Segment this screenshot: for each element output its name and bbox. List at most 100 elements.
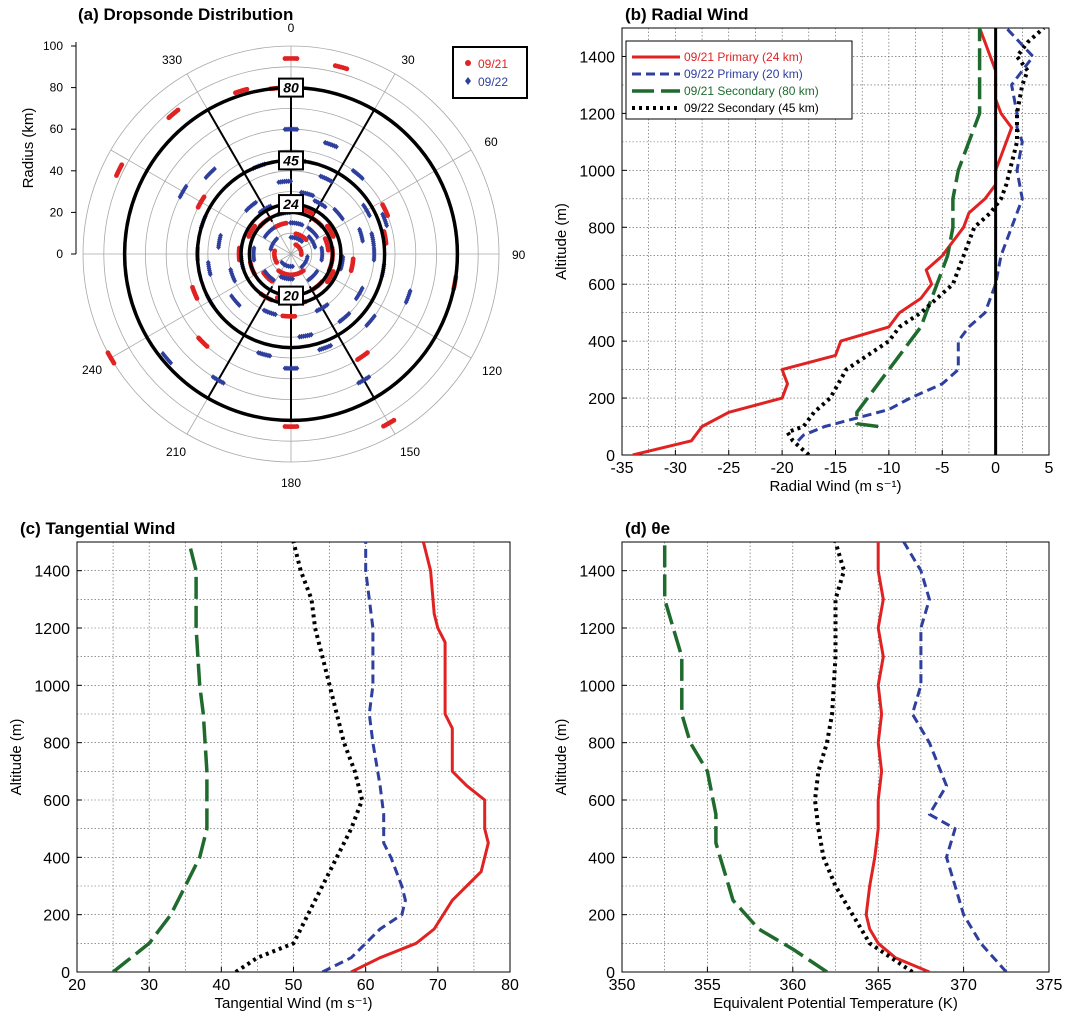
angle-tick-240: 240	[82, 363, 102, 377]
dropsonde-point-0922	[353, 170, 359, 176]
y-axis-label: Altitude (m)	[8, 719, 25, 796]
dropsonde-point-0921	[105, 350, 111, 356]
dropsonde-point-0922	[313, 270, 319, 276]
y-tick-label: 200	[588, 908, 615, 925]
dropsonde-point-0922	[294, 235, 300, 242]
x-tick-label: 30	[140, 977, 158, 994]
dropsonde-point-0922	[228, 266, 233, 273]
dropsonde-point-0922	[306, 277, 311, 283]
dropsonde-point-0921	[252, 223, 258, 229]
dropsonde-point-0921	[244, 86, 250, 92]
x-tick-label: 70	[429, 977, 447, 994]
series-line-dashdot	[855, 28, 982, 429]
dropsonde-point-0922	[206, 171, 212, 178]
x-tick-label: 365	[865, 977, 892, 994]
dropsonde-point-0922	[364, 322, 370, 329]
legend-label: 09/22 Primary (20 km)	[684, 67, 803, 81]
y-tick-label: 400	[588, 334, 615, 351]
series-line-solid	[350, 542, 490, 972]
dropsonde-point-0922	[322, 204, 328, 210]
dropsonde-point-0922	[303, 257, 309, 264]
dropsonde-point-0922	[180, 188, 186, 195]
radius-tick-label: 0	[56, 247, 63, 261]
dropsonde-point-0922	[203, 174, 209, 181]
dropsonde-point-0921	[303, 237, 309, 243]
dropsonde-point-0922	[279, 259, 285, 266]
dropsonde-point-0922	[319, 305, 325, 311]
dropsonde-point-0922	[308, 192, 314, 198]
sector-boundary-line	[206, 109, 274, 223]
dropsonde-point-0922	[356, 380, 361, 386]
dropsonde-point-0922	[251, 245, 257, 251]
panel-d: 350 355 360 365 370 375 0 200 400 600 800 1000 1200 1…	[553, 519, 1062, 1012]
y-tick-label: 800	[43, 736, 70, 753]
dropsonde-point-0922	[359, 285, 365, 292]
y-tick-label: 1200	[579, 621, 615, 638]
dropsonde-point-0922	[204, 173, 210, 179]
dropsonde-point-0921	[294, 56, 300, 61]
x-tick-label: 350	[609, 977, 636, 994]
dropsonde-point-0921	[325, 247, 331, 253]
dropsonde-point-0922	[296, 236, 301, 242]
dropsonde-point-0922	[299, 222, 305, 228]
series-line-dashed	[902, 542, 1008, 972]
y-tick-label: 1400	[34, 564, 70, 581]
dropsonde-point-0922	[262, 206, 268, 212]
dropsonde-point-0922	[177, 194, 183, 200]
legend-label-0921: 09/21	[478, 57, 508, 71]
dropsonde-point-0922	[403, 299, 409, 306]
dropsonde-point-0922	[355, 171, 361, 178]
dropsonde-point-0921	[201, 194, 207, 200]
dropsonde-point-0922	[236, 302, 242, 309]
y-tick-label: 600	[588, 793, 615, 810]
dropsonde-point-0922	[358, 174, 364, 180]
dropsonde-point-0922	[340, 215, 345, 222]
dropsonde-point-0922	[327, 177, 333, 184]
y-tick-label: 800	[588, 736, 615, 753]
panel-d-series	[662, 542, 1008, 972]
panel-b-title: (b) Radial Wind	[625, 5, 749, 24]
dropsonde-point-0922	[178, 192, 184, 198]
dropsonde-point-0922	[297, 333, 302, 340]
polar-grid-spoke	[290, 149, 472, 255]
dropsonde-point-0922	[294, 126, 300, 133]
dropsonde-point-0922	[278, 274, 284, 280]
dropsonde-point-0922	[210, 374, 216, 380]
y-axis-label: Altitude (m)	[553, 719, 570, 796]
dropsonde-point-0922	[244, 207, 249, 214]
dropsonde-point-0921	[282, 424, 288, 429]
dropsonde-point-0922	[282, 365, 288, 372]
dropsonde-point-0922	[297, 237, 303, 243]
legend-a: 09/21 09/22	[452, 46, 528, 99]
radius-label-box	[278, 285, 304, 306]
radius-label-24: 24	[282, 196, 299, 212]
dropsonde-point-0922	[271, 225, 276, 231]
x-tick-label: 360	[779, 977, 806, 994]
legend-b-box	[625, 40, 853, 120]
dropsonde-point-0922	[253, 199, 259, 206]
legend-a-box	[452, 46, 528, 99]
dropsonde-point-0922	[255, 349, 261, 356]
dropsonde-point-0922	[319, 257, 325, 263]
dropsonde-point-0922	[337, 318, 343, 325]
dropsonde-point-0922	[212, 166, 217, 172]
radius-tick-label: 60	[50, 122, 64, 136]
dropsonde-point-0922	[309, 237, 314, 243]
dropsonde-point-0922	[312, 244, 318, 250]
legend-label-0922: 09/22	[478, 75, 508, 89]
y-tick-label: 400	[43, 850, 70, 867]
dropsonde-point-0922	[250, 202, 255, 208]
y-tick-label: 400	[588, 850, 615, 867]
legend-marker-0922	[465, 77, 471, 85]
dropsonde-point-0922	[234, 299, 239, 306]
dropsonde-point-0922	[271, 239, 277, 245]
y-tick-label: 200	[588, 391, 615, 408]
y-tick-label: 800	[588, 220, 615, 237]
y-tick-label: 600	[43, 793, 70, 810]
dropsonde-point-0922	[182, 185, 188, 191]
legend-b: 09/21 Primary (24 km) 09/22 Primary (20 k…	[625, 40, 853, 120]
dropsonde-point-0921	[381, 423, 386, 429]
x-tick-label: -35	[610, 460, 633, 477]
dropsonde-point-0921	[175, 107, 181, 113]
x-axis-label: Radial Wind (m s⁻¹)	[769, 478, 901, 495]
